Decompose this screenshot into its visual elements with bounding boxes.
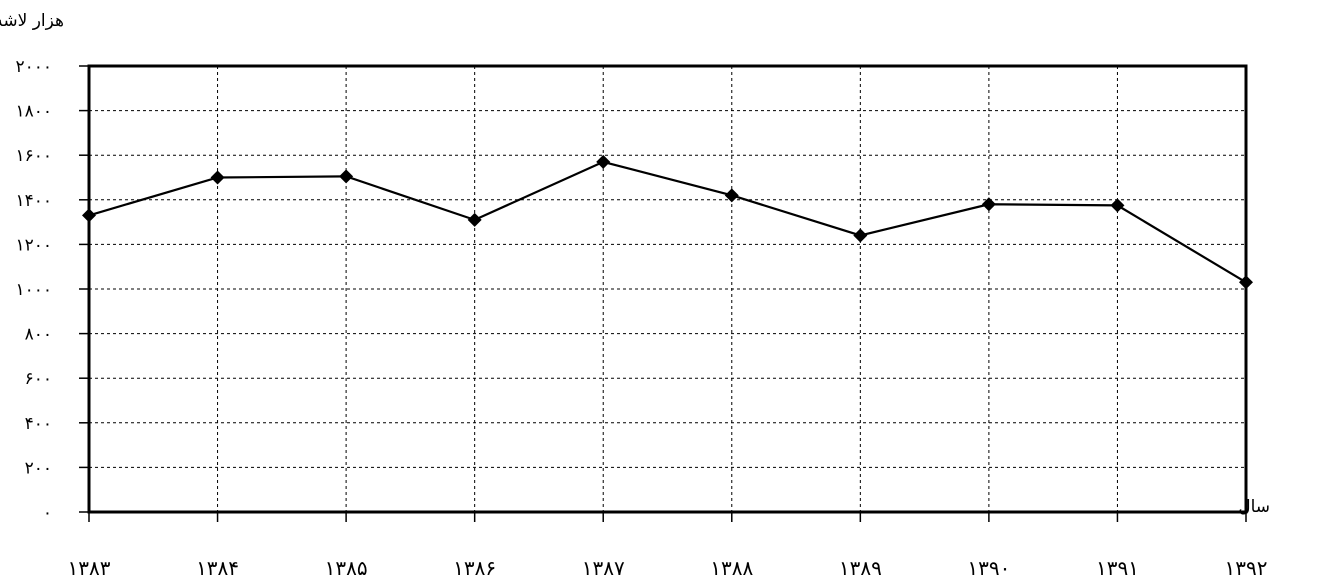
- x-tick-label: ۱۳۸۸: [710, 556, 753, 580]
- y-tick-label: ۶۰۰: [25, 369, 52, 389]
- x-tick-label: ۱۳۸۳: [68, 556, 111, 580]
- y-axis-tick-labels: ۰ ۲۰۰ ۴۰۰ ۶۰۰ ۸۰۰ ۱۰۰۰ ۱۲۰۰ ۱۴۰۰ ۱۶۰۰ ۱۸۰۰ ۲۰۰۰: [15, 57, 52, 523]
- data-point-marker: [981, 197, 996, 212]
- data-point-marker: [724, 188, 739, 203]
- y-tick-label: ۸۰۰: [25, 325, 52, 345]
- series-line: [88, 160, 1247, 284]
- tick-marks: [79, 65, 1247, 522]
- data-point-marker: [339, 169, 354, 184]
- y-tick-label: ۱۶۰۰: [15, 146, 52, 166]
- x-tick-label: ۱۳۹۰: [967, 556, 1010, 580]
- x-tick-label: ۱۳۸۵: [325, 556, 368, 580]
- x-tick-label: ۱۳۹۲: [1225, 556, 1268, 580]
- x-tick-label: ۱۳۸۹: [839, 556, 882, 580]
- y-tick-label: ۱۸۰۰: [15, 102, 52, 122]
- y-tick-label: ۱۲۰۰: [15, 235, 52, 255]
- data-point-marker: [853, 228, 868, 243]
- data-point-marker: [1110, 198, 1125, 213]
- x-tick-label: ۱۳۸۴: [196, 556, 239, 580]
- y-tick-label: ۱۰۰۰: [15, 280, 52, 300]
- data-point-marker: [467, 212, 482, 227]
- x-axis-tick-labels: ۱۳۸۳ ۱۳۸۴ ۱۳۸۵ ۱۳۸۶ ۱۳۸۷ ۱۳۸۸ ۱۳۸۹ ۱۳۹۰ ۱۳۹۱ ۱۳۹۲: [68, 556, 1268, 580]
- data-point-marker: [1239, 275, 1253, 290]
- x-axis-title: سال: [1238, 497, 1270, 517]
- data-point-marker: [82, 208, 96, 223]
- grid-layer: [89, 66, 1246, 512]
- y-tick-label: ۴۰۰: [25, 414, 52, 434]
- x-tick-label: ۱۳۹۱: [1096, 556, 1139, 580]
- y-tick-label: ۲۰۰: [25, 458, 52, 478]
- x-tick-label: ۱۳۸۶: [453, 556, 496, 580]
- y-tick-label: ۲۰۰۰: [15, 57, 52, 77]
- data-point-marker: [596, 154, 611, 169]
- data-points: [82, 154, 1253, 290]
- x-tick-label: ۱۳۸۷: [582, 556, 625, 580]
- data-point-marker: [210, 170, 225, 185]
- y-axis-title: هزار لاشه: [0, 11, 64, 31]
- y-tick-label: ۱۴۰۰: [15, 191, 52, 211]
- y-tick-label: ۰: [43, 503, 52, 523]
